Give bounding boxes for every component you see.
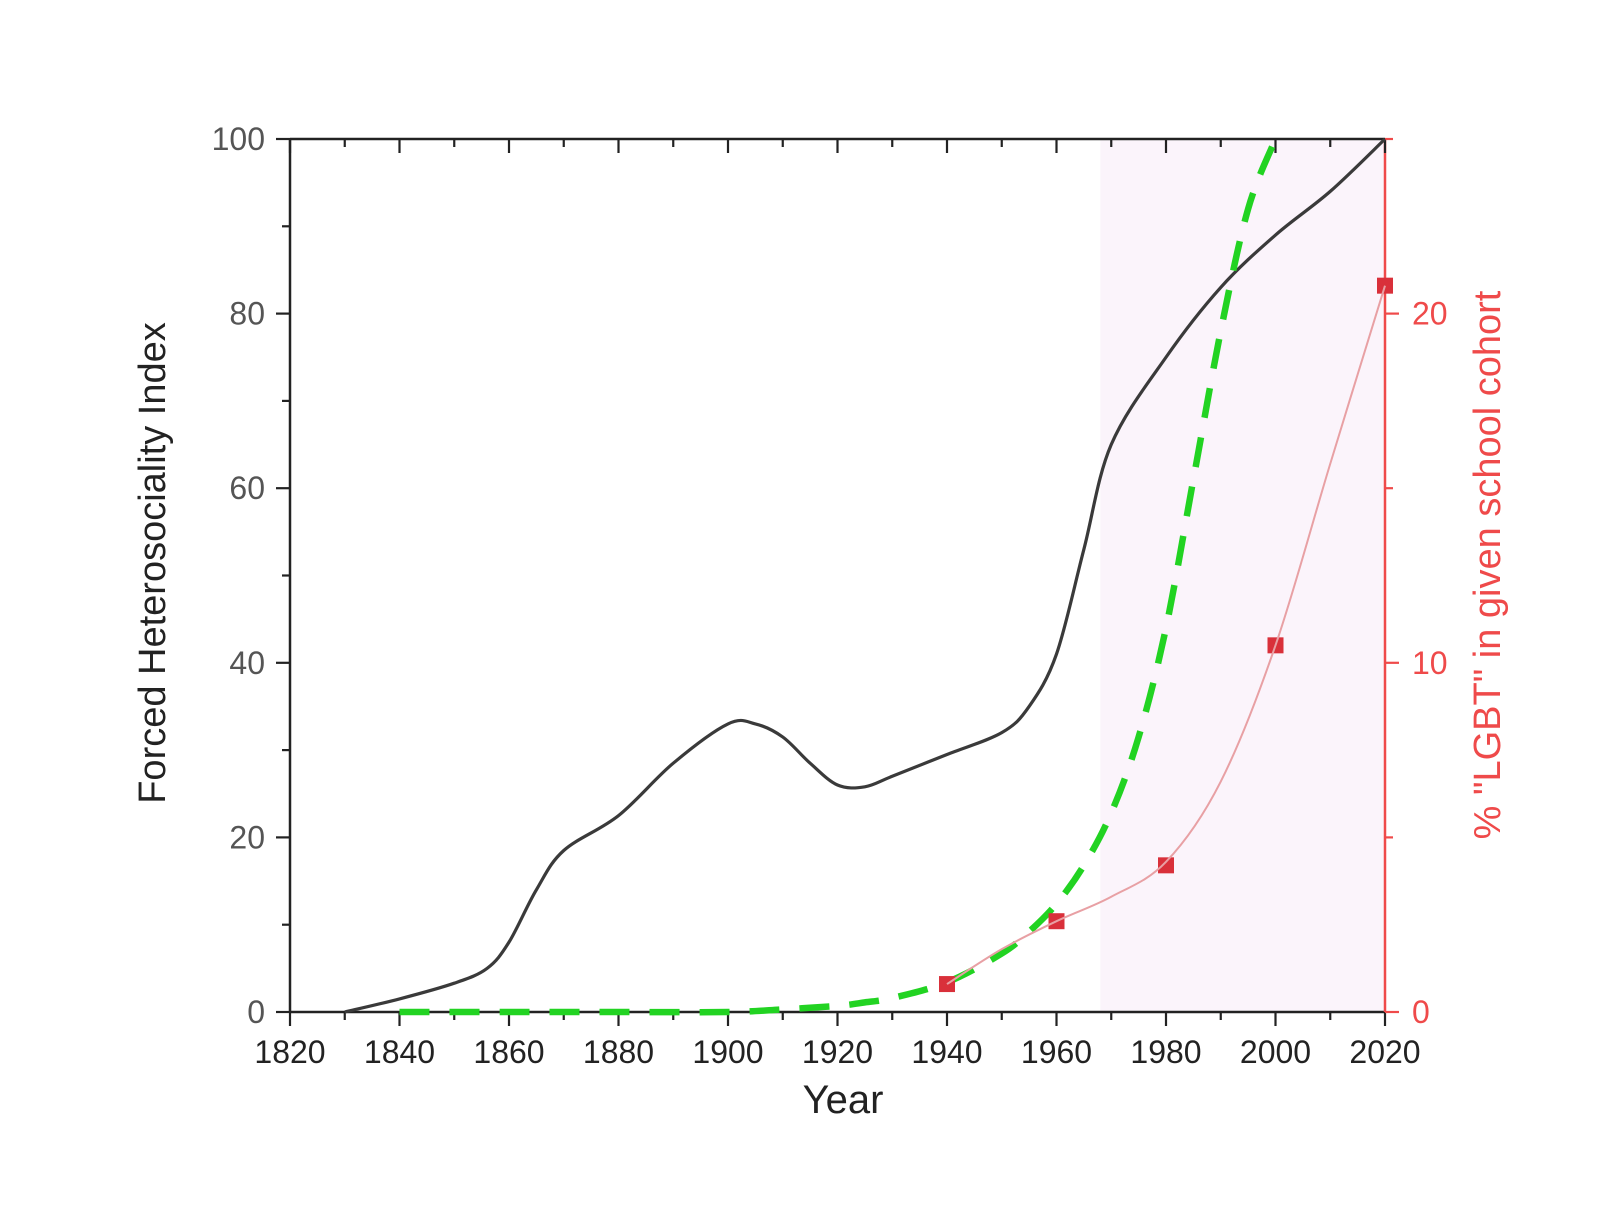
y-axis-title: Forced Heterosociality Index — [132, 322, 174, 804]
y-tick-label: 60 — [229, 470, 265, 506]
y-tick-label: 100 — [212, 121, 265, 157]
x-tick-label: 1940 — [911, 1034, 982, 1070]
x-tick-label: 2000 — [1240, 1034, 1311, 1070]
dashed-trend-line — [399, 137, 1279, 1016]
x-tick-label: 1980 — [1130, 1034, 1201, 1070]
series-layer — [344, 137, 1393, 1016]
x-tick-label: 1840 — [364, 1034, 435, 1070]
x-axis-title: Year — [803, 1078, 884, 1122]
index-line — [344, 137, 1387, 1014]
y-tick-label: 20 — [229, 819, 265, 855]
y2-axis-title: % "LGBT" in given school cohort — [1467, 290, 1509, 839]
x-tick-label: 1900 — [692, 1034, 763, 1070]
lgbt-marker — [939, 976, 955, 993]
y2-tick-label: 0 — [1412, 994, 1430, 1030]
x-tick-label: 1820 — [254, 1034, 325, 1070]
lgbt-marker — [1158, 857, 1174, 874]
y-tick-label: 40 — [229, 645, 265, 681]
y-tick-label: 0 — [247, 994, 265, 1030]
shaded-region-layer — [1100, 139, 1385, 1012]
tick-label-layer: 1820 1840 1860 1880 1900 1920 1940 1960 1980 2000… — [212, 121, 1448, 1070]
x-tick-label: 1860 — [473, 1034, 544, 1070]
y2-tick-label: 20 — [1412, 296, 1448, 332]
lgbt-fit-line — [946, 285, 1386, 985]
shaded-region — [1100, 139, 1385, 1012]
x-tick-label: 2020 — [1349, 1034, 1420, 1070]
y-tick-label: 80 — [229, 296, 265, 332]
x-tick-label: 1880 — [583, 1034, 654, 1070]
x-tick-label: 1960 — [1021, 1034, 1092, 1070]
x-tick-label: 1920 — [802, 1034, 873, 1070]
y2-tick-label: 10 — [1412, 645, 1448, 681]
